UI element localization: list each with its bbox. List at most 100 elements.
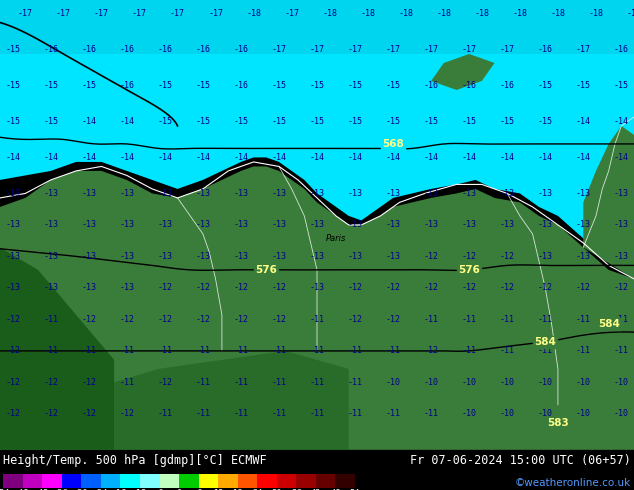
Text: -11: -11 xyxy=(43,315,58,324)
Text: -11: -11 xyxy=(119,378,134,387)
Text: -12: -12 xyxy=(5,346,20,355)
Text: -17: -17 xyxy=(94,9,109,18)
Text: 0: 0 xyxy=(176,489,182,490)
Text: -11: -11 xyxy=(576,346,591,355)
Text: -13: -13 xyxy=(233,189,249,198)
Text: 6: 6 xyxy=(196,489,202,490)
Bar xyxy=(238,474,257,489)
Text: -10: -10 xyxy=(500,378,515,387)
Text: 12: 12 xyxy=(213,489,223,490)
Text: -12: -12 xyxy=(576,283,591,293)
Text: -11: -11 xyxy=(195,409,210,418)
Bar xyxy=(160,474,179,489)
Text: -11: -11 xyxy=(157,409,172,418)
Text: -10: -10 xyxy=(385,378,401,387)
Text: -11: -11 xyxy=(538,346,553,355)
Text: -15: -15 xyxy=(157,117,172,126)
Text: -11: -11 xyxy=(271,409,287,418)
Text: -16: -16 xyxy=(538,45,553,54)
Text: -11: -11 xyxy=(538,315,553,324)
Text: -12: -12 xyxy=(195,283,210,293)
Text: -12: -12 xyxy=(133,489,146,490)
Text: -12: -12 xyxy=(424,252,439,261)
Text: -13: -13 xyxy=(119,220,134,229)
Text: 24: 24 xyxy=(252,489,262,490)
Text: -14: -14 xyxy=(81,117,96,126)
Text: -15: -15 xyxy=(424,117,439,126)
Bar xyxy=(297,474,316,489)
Text: -13: -13 xyxy=(424,189,439,198)
Text: -11: -11 xyxy=(500,315,515,324)
Text: -11: -11 xyxy=(424,409,439,418)
Text: -11: -11 xyxy=(195,378,210,387)
Text: -16: -16 xyxy=(157,45,172,54)
Bar xyxy=(316,474,335,489)
Text: -11: -11 xyxy=(233,378,249,387)
Text: -11: -11 xyxy=(233,409,249,418)
Text: -18: -18 xyxy=(246,9,261,18)
Text: -10: -10 xyxy=(462,378,477,387)
Text: -10: -10 xyxy=(424,378,439,387)
Text: -11: -11 xyxy=(576,315,591,324)
Text: -12: -12 xyxy=(119,409,134,418)
Text: -13: -13 xyxy=(81,283,96,293)
Text: 568: 568 xyxy=(382,139,404,149)
Text: -13: -13 xyxy=(271,220,287,229)
Text: -17: -17 xyxy=(18,9,33,18)
Text: -11: -11 xyxy=(81,346,96,355)
Bar xyxy=(335,474,355,489)
Text: -17: -17 xyxy=(170,9,185,18)
Text: -11: -11 xyxy=(309,409,325,418)
Text: -10: -10 xyxy=(538,378,553,387)
Text: -24: -24 xyxy=(94,489,108,490)
Text: -15: -15 xyxy=(309,81,325,90)
Text: 30: 30 xyxy=(271,489,282,490)
Bar xyxy=(218,474,238,489)
Text: -12: -12 xyxy=(157,378,172,387)
Text: -12: -12 xyxy=(271,283,287,293)
Polygon shape xyxy=(431,54,495,90)
Text: ©weatheronline.co.uk: ©weatheronline.co.uk xyxy=(515,478,631,488)
Text: -15: -15 xyxy=(576,81,591,90)
Text: -13: -13 xyxy=(233,220,249,229)
Bar xyxy=(140,474,160,489)
Text: -14: -14 xyxy=(233,153,249,162)
Text: -11: -11 xyxy=(271,346,287,355)
Text: -17: -17 xyxy=(309,45,325,54)
Text: -15: -15 xyxy=(233,117,249,126)
Text: -16: -16 xyxy=(500,81,515,90)
Text: -15: -15 xyxy=(81,81,96,90)
Text: -13: -13 xyxy=(347,189,363,198)
Text: -12: -12 xyxy=(462,252,477,261)
Text: -13: -13 xyxy=(576,220,591,229)
Text: -54: -54 xyxy=(0,489,10,490)
Text: -13: -13 xyxy=(43,252,58,261)
Text: -12: -12 xyxy=(43,409,58,418)
Text: -17: -17 xyxy=(462,45,477,54)
Text: -14: -14 xyxy=(195,153,210,162)
Text: 576: 576 xyxy=(458,265,480,275)
Text: -18: -18 xyxy=(322,9,337,18)
Text: -12: -12 xyxy=(157,283,172,293)
Text: -13: -13 xyxy=(385,220,401,229)
Text: -11: -11 xyxy=(309,378,325,387)
Text: -12: -12 xyxy=(81,378,96,387)
Text: -14: -14 xyxy=(385,153,401,162)
Text: -13: -13 xyxy=(385,189,401,198)
Text: -18: -18 xyxy=(474,9,489,18)
Text: -16: -16 xyxy=(233,81,249,90)
Text: -13: -13 xyxy=(119,283,134,293)
Text: -18: -18 xyxy=(436,9,451,18)
Text: -14: -14 xyxy=(614,117,629,126)
Text: -11: -11 xyxy=(157,346,172,355)
Text: -12: -12 xyxy=(233,283,249,293)
Text: -15: -15 xyxy=(195,81,210,90)
Text: -10: -10 xyxy=(500,409,515,418)
Text: -14: -14 xyxy=(157,153,172,162)
Bar xyxy=(277,474,297,489)
Text: -13: -13 xyxy=(309,220,325,229)
Text: -18: -18 xyxy=(113,489,127,490)
Text: -13: -13 xyxy=(500,189,515,198)
Text: Paris: Paris xyxy=(326,234,346,243)
Text: -14: -14 xyxy=(309,153,325,162)
